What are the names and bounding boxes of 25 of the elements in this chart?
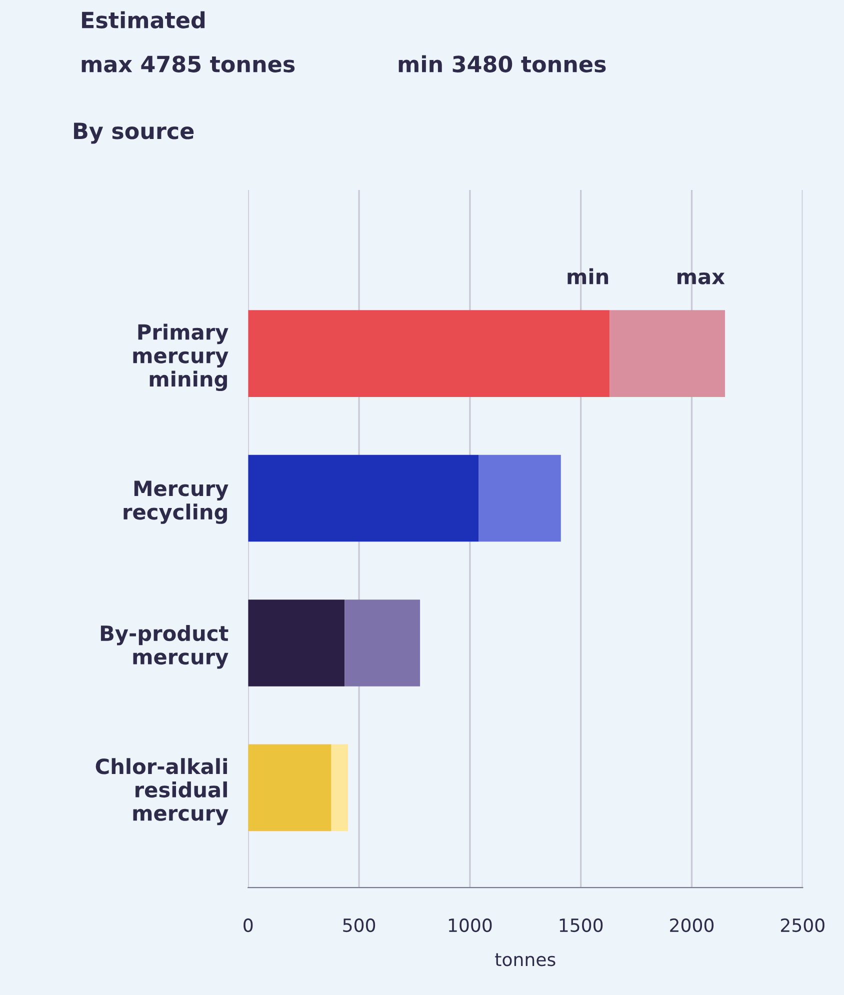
x-axis-title: tonnes	[495, 953, 556, 966]
y-tick-label: Chlor-alkali residual mercury	[96, 758, 228, 826]
x-tick-label: 2000	[670, 918, 714, 932]
bar	[331, 744, 348, 832]
bar	[478, 454, 561, 542]
series-label: max	[678, 272, 725, 284]
x-tick-label: 500	[343, 918, 376, 932]
bar	[610, 310, 726, 397]
x-tick-label: 0	[244, 918, 253, 932]
x-tick-label: 2500	[780, 918, 824, 932]
text: max 4785 tonnes	[82, 56, 295, 72]
bar	[248, 310, 610, 397]
x-tick-label: 1000	[448, 918, 492, 932]
text: min 3480 tonnes	[398, 55, 606, 72]
text: By source	[74, 122, 194, 144]
bar	[248, 454, 479, 542]
x-tick-label: 1500	[560, 918, 603, 932]
bar	[344, 600, 420, 686]
series-label: min	[568, 268, 608, 284]
chart-title: Estimated	[82, 11, 205, 28]
bar	[248, 744, 332, 832]
y-tick-label: Primary mercury mining	[133, 324, 228, 392]
bar	[248, 600, 345, 686]
y-tick-label: By-product mercury	[100, 624, 228, 669]
y-tick-label: Mercury recycling	[124, 480, 228, 524]
